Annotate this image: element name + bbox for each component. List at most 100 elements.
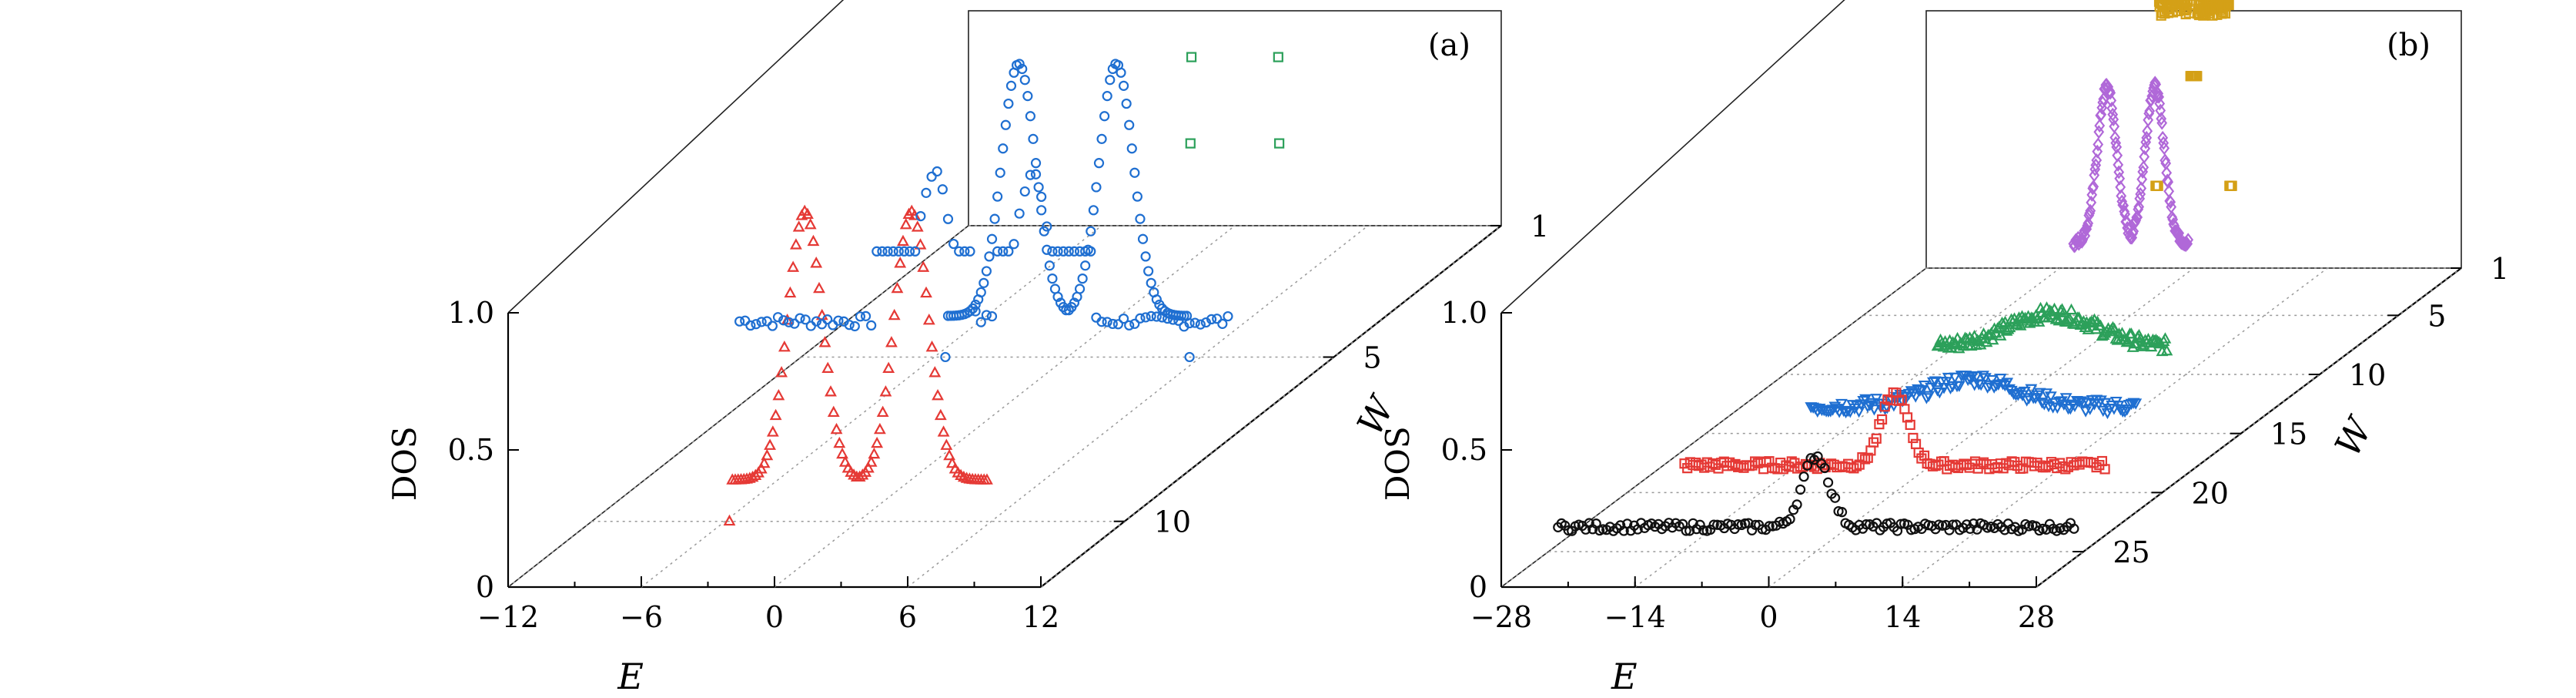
data-point: [2033, 388, 2046, 399]
data-point: [2108, 322, 2121, 334]
data-point: [1140, 312, 1151, 323]
data-point: [1047, 273, 1058, 284]
data-point: [1929, 376, 1942, 388]
data-point: [792, 220, 805, 232]
data-point: [856, 468, 869, 480]
data-point: [1003, 98, 1014, 109]
data-point: [1893, 395, 1905, 406]
series-4: [1679, 387, 2110, 475]
data-point: [2114, 171, 2126, 186]
data-point: [1069, 246, 1080, 257]
data-point: [2107, 107, 2119, 122]
data-point: [970, 306, 981, 317]
data-point: [1091, 182, 1102, 193]
data-point: [957, 470, 970, 482]
data-point: [866, 320, 877, 331]
data-point: [1014, 208, 1025, 219]
data-point: [1151, 294, 1162, 305]
w-tick-label: 1: [2491, 252, 2509, 286]
data-point: [2103, 79, 2114, 94]
data-point: [921, 187, 932, 198]
data-point: [2044, 391, 2057, 403]
data-point: [2125, 327, 2138, 339]
data-point: [1859, 454, 1871, 465]
data-point: [1088, 205, 1099, 216]
data-point: [751, 319, 761, 330]
x-axis-title: E: [1611, 656, 1638, 697]
data-point: [2093, 137, 2104, 152]
box-edge: [507, 0, 845, 314]
data-point: [998, 246, 1009, 257]
grid-line: [641, 225, 1102, 588]
grid-line: [2036, 267, 2462, 588]
w-tick-label: 25: [2113, 535, 2149, 569]
data-point: [2018, 463, 2029, 474]
data-point: [2065, 303, 2078, 315]
data-point: [965, 246, 975, 257]
data-point: [2096, 107, 2107, 122]
data-point: [1785, 514, 1795, 525]
data-point: [1129, 318, 1140, 329]
data-point: [1030, 158, 1042, 169]
data-point: [1028, 133, 1039, 144]
data-point: [784, 286, 797, 298]
data-point: [1118, 80, 1129, 91]
data-point: [836, 447, 848, 459]
series-0: [2150, 0, 2237, 191]
data-point: [914, 238, 927, 250]
data-point: [1905, 419, 1915, 431]
data-point: [1143, 266, 1154, 277]
w-tick-label: 5: [2427, 299, 2446, 333]
data-point: [2129, 398, 2143, 410]
data-point: [1952, 381, 1965, 392]
data-point: [1105, 75, 1116, 86]
data-point: [787, 260, 800, 272]
data-point: [1970, 371, 1983, 383]
data-point: [1086, 246, 1096, 257]
data-point: [954, 246, 965, 257]
data-point: [758, 456, 771, 468]
data-point: [2159, 153, 2171, 168]
data-point: [865, 455, 878, 467]
data-point: [1107, 318, 1118, 330]
data-point: [764, 438, 777, 450]
data-point: [2048, 302, 2061, 314]
data-point: [1140, 251, 1151, 262]
series-3: [734, 166, 1233, 332]
data-point: [1791, 499, 1802, 510]
data-point: [1882, 394, 1893, 405]
data-point: [868, 447, 881, 459]
grid-line: [907, 225, 1369, 588]
data-point: [1126, 143, 1137, 154]
w-tick-label: 1: [1531, 210, 1549, 243]
data-point: [1137, 233, 1149, 244]
data-point: [1829, 492, 1841, 503]
data-point: [940, 438, 953, 450]
data-point: [893, 246, 904, 257]
data-point: [1795, 484, 1806, 495]
data-point: [1926, 377, 1939, 389]
data-point: [815, 308, 828, 320]
data-point: [885, 336, 898, 347]
data-point: [1156, 312, 1168, 323]
data-point: [975, 317, 986, 327]
back-wall: [968, 10, 1502, 227]
data-point: [769, 408, 782, 421]
data-point: [1132, 191, 1142, 202]
data-point: [917, 260, 930, 272]
data-point: [775, 366, 788, 378]
data-point: [2057, 306, 2070, 317]
data-point: [2085, 203, 2096, 218]
data-point: [1819, 462, 1830, 474]
data-point: [1878, 404, 1892, 415]
data-point: [1913, 447, 1924, 458]
data-point: [1865, 398, 1878, 410]
data-point: [1682, 463, 1693, 474]
data-point: [1740, 518, 1751, 529]
data-point: [998, 143, 1009, 154]
data-point: [2092, 144, 2103, 159]
data-point: [975, 287, 986, 298]
data-point: [2105, 86, 2116, 100]
data-point: [855, 311, 866, 322]
